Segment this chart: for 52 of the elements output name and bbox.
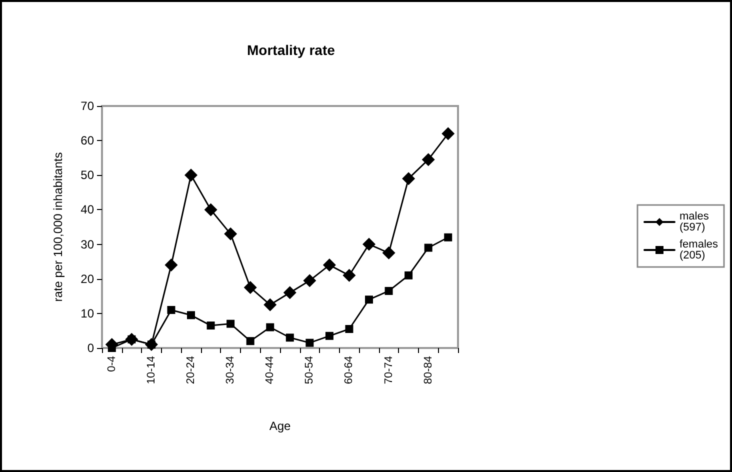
point <box>226 320 235 328</box>
point <box>224 227 238 240</box>
point <box>184 168 198 182</box>
legend-label: females (205) <box>679 238 718 262</box>
y-tick-label: 30 <box>80 237 94 252</box>
point <box>382 246 396 260</box>
point <box>342 268 356 282</box>
y-tick-label: 40 <box>80 202 94 217</box>
point <box>283 286 296 300</box>
point <box>362 238 376 251</box>
point <box>322 258 336 272</box>
point <box>402 172 416 186</box>
point <box>264 298 277 312</box>
y-tick-label: 0 <box>87 341 94 355</box>
point <box>244 281 257 294</box>
x-tick-label: 20-24 <box>185 356 197 384</box>
x-tick-label: 50-54 <box>304 356 316 384</box>
point <box>204 203 218 216</box>
point <box>384 286 393 295</box>
y-tick-label: 60 <box>80 134 94 148</box>
point <box>167 306 176 314</box>
point <box>404 271 413 280</box>
point <box>187 311 195 320</box>
point <box>325 332 334 340</box>
point <box>345 324 354 333</box>
point <box>424 244 432 252</box>
y-tick-label: 50 <box>80 168 94 182</box>
legend-label: males (597) <box>679 210 710 234</box>
point <box>164 258 178 272</box>
y-tick-label: 10 <box>80 306 94 320</box>
x-tick-label: 70-74 <box>382 356 395 384</box>
y-axis-title: rate per 100,000 inhabitants <box>51 152 65 302</box>
chart-title: Mortality rate <box>247 42 336 58</box>
point <box>306 338 314 347</box>
y-tick-label: 70 <box>80 99 94 113</box>
y-tick-label: 20 <box>80 272 94 286</box>
point <box>442 127 455 140</box>
point <box>206 322 215 330</box>
point <box>422 153 435 166</box>
x-tick-label: 10-14 <box>145 356 158 384</box>
x-tick-label: 60-64 <box>343 356 356 384</box>
x-tick-label: 30-34 <box>224 356 237 384</box>
x-tick-label: 40-44 <box>264 356 276 384</box>
point <box>365 296 373 304</box>
point <box>286 334 294 342</box>
x-tick-label: 80-84 <box>422 356 434 384</box>
x-axis-title: Age <box>269 419 291 433</box>
point <box>266 323 274 332</box>
point <box>303 274 316 288</box>
point <box>444 233 452 242</box>
point <box>246 337 254 346</box>
x-tick-label: 0-4 <box>106 356 118 372</box>
